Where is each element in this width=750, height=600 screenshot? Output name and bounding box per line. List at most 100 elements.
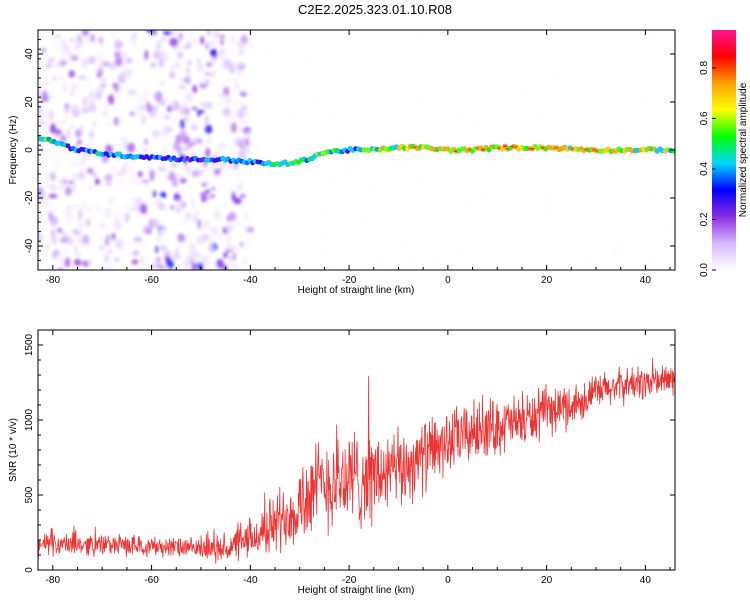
spectrogram-noise-blob	[324, 248, 327, 251]
spectrogram-noise-blob	[108, 197, 115, 204]
spectrogram-noise-blob	[204, 190, 211, 194]
spectrogram-noise-blob	[181, 217, 189, 224]
spectrogram-noise-blob	[213, 173, 217, 178]
spectrogram-noise-blob	[121, 166, 126, 176]
spectrogram-noise-blob	[110, 30, 117, 40]
spectrogram-noise-blob	[137, 267, 145, 270]
spectrogram-noise-blob	[103, 61, 111, 67]
spectrogram-noise-blob	[136, 212, 142, 221]
spectrogram-noise-blob	[615, 251, 618, 255]
spectrogram-noise-blob	[54, 38, 61, 50]
snr-xlabel: Height of straight line (km)	[298, 585, 415, 596]
spectrogram-noise-blob	[47, 263, 54, 270]
spectrogram-noise-blob	[199, 191, 209, 198]
spectrogram-xlabel: Height of straight line (km)	[298, 285, 415, 296]
spectrogram-noise-blob	[531, 267, 535, 270]
spectrogram-noise-blob	[132, 32, 138, 39]
spectrogram-noise-blob	[70, 81, 77, 91]
spectrogram-noise-blob	[66, 128, 71, 139]
spectrogram-noise-blob	[663, 229, 666, 233]
spectrogram-noise-blob	[82, 234, 90, 245]
spectrogram-noise-blob	[69, 37, 75, 43]
spectrogram-noise-blob	[117, 212, 121, 222]
spectrogram-noise-blob	[105, 234, 111, 240]
spectrogram-xtick-label: -40	[243, 275, 258, 286]
spectrogram-noise-blob	[206, 175, 211, 187]
spectrogram-noise-blob	[170, 205, 174, 210]
spectrogram-noise-blob	[96, 38, 101, 46]
spectrogram-noise-blob	[113, 116, 119, 126]
spectrogram-noise-blob	[198, 170, 204, 175]
spectrogram-noise-blob	[228, 187, 234, 195]
spectrogram-noise-blob	[132, 115, 141, 119]
snr-xtick-label: 40	[640, 575, 652, 586]
colorbar-tick-label: 0.8	[699, 61, 710, 75]
spectrogram-noise-blob	[180, 201, 187, 209]
spectrogram-noise-blob	[158, 227, 165, 238]
spectrogram-noise-blob	[560, 139, 564, 142]
spectrogram-noise-blob	[178, 32, 183, 41]
spectrogram-noise-blob	[73, 229, 78, 235]
spectrogram-noise-blob	[177, 189, 186, 194]
spectrogram-noise-blob	[183, 107, 190, 115]
spectrogram-noise-blob	[182, 212, 186, 218]
spectrogram-noise-blob	[116, 172, 122, 176]
spectrogram-noise-blob	[103, 193, 111, 199]
spectrogram-noise-blob	[238, 89, 242, 93]
spectrogram-noise-blob	[114, 39, 123, 50]
spectrogram-noise-blob	[119, 50, 127, 59]
spectrogram-noise-blob	[59, 180, 64, 184]
spectrogram-noise-blob	[139, 105, 145, 111]
spectrogram-noise-blob	[242, 111, 251, 118]
spectrogram-noise-blob	[219, 47, 226, 55]
spectrogram-noise-blob	[457, 113, 460, 117]
spectrogram-noise-blob	[639, 95, 642, 98]
spectrogram-noise-blob	[105, 265, 113, 270]
spectrogram-noise-blob	[98, 244, 105, 252]
spectrogram-noise-blob	[131, 259, 139, 265]
spectrogram-noise-blob	[52, 76, 57, 81]
spectrogram-noise-blob	[177, 233, 186, 243]
spectrogram-noise-blob	[38, 214, 42, 222]
spectrogram-noise-blob	[87, 260, 94, 265]
spectrogram-noise-blob	[432, 258, 435, 261]
spectrogram-noise-blob	[40, 191, 47, 199]
spectrogram-noise-blob	[235, 230, 241, 235]
spectrogram-noise-blob	[80, 60, 87, 69]
spectrogram-ridge-cell	[65, 143, 71, 149]
spectrogram-noise-blob	[65, 205, 74, 212]
spectrogram-noise-blob	[48, 193, 58, 199]
spectrogram-noise-blob	[65, 160, 73, 171]
spectrogram-noise-blob	[129, 197, 137, 203]
spectrogram-noise-blob	[86, 168, 94, 174]
spectrogram-noise-blob	[182, 78, 190, 83]
spectrogram-noise-blob	[150, 218, 160, 228]
spectrogram-noise-blob	[187, 39, 193, 45]
snr-xtick-label: -20	[342, 575, 357, 586]
spectrogram-noise-blob	[45, 63, 53, 69]
spectrogram-noise-blob	[237, 40, 246, 49]
spectrogram-noise-blob	[187, 182, 194, 192]
spectrogram-noise-blob	[46, 58, 54, 63]
colorbar-label: Normalized spectral amplitude	[738, 82, 749, 217]
spectrogram-noise-blob	[39, 258, 48, 264]
spectrogram-noise-blob	[174, 249, 180, 254]
spectrogram-noise-blob	[39, 144, 44, 154]
spectrogram-noise-blob	[237, 150, 245, 158]
spectrogram-noise-blob	[196, 62, 205, 73]
spectrogram-noise-blob	[45, 200, 49, 207]
spectrogram-noise-blob	[179, 130, 187, 142]
spectrogram-ytick-label: -20	[24, 190, 35, 205]
spectrogram-noise-blob	[462, 186, 466, 189]
spectrogram-noise-blob	[234, 78, 239, 87]
spectrogram-noise-blob	[133, 236, 143, 243]
spectrogram-noise-blob	[127, 89, 137, 96]
spectrogram-noise-blob	[87, 93, 96, 104]
spectrogram-noise-blob	[166, 258, 175, 268]
spectrogram-noise-blob	[144, 255, 152, 260]
spectrogram-noise-blob	[210, 186, 216, 191]
spectrogram-noise-blob	[141, 116, 146, 125]
spectrogram-noise-blob	[179, 77, 184, 84]
spectrogram-noise-blob	[63, 178, 68, 186]
spectrogram-noise-blob	[50, 209, 56, 217]
